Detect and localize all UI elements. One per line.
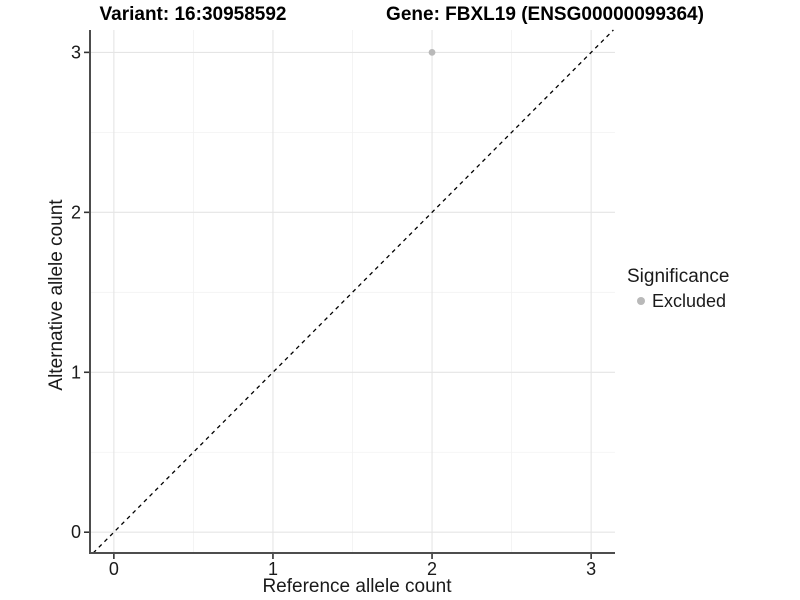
x-tick-label: 2 — [427, 559, 437, 579]
data-point — [428, 48, 436, 56]
x-tick-label: 0 — [109, 559, 119, 579]
legend: Significance Excluded — [627, 266, 729, 312]
legend-entry-label: Excluded — [652, 291, 727, 311]
x-tick-label: 1 — [268, 559, 278, 579]
legend-entry-excluded: Excluded — [627, 290, 729, 312]
plot-title-variant: Variant: 16:30958592 — [99, 4, 287, 25]
y-axis-title: Alternative allele count — [46, 199, 67, 391]
y-tick-label: 2 — [71, 202, 81, 222]
y-tick-label: 0 — [71, 522, 81, 542]
y-tick-label: 1 — [71, 362, 81, 382]
legend-point-icon — [637, 297, 645, 305]
identity-reference-line — [92, 29, 614, 554]
x-axis-title: Reference allele count — [262, 576, 452, 597]
x-tick-label: 3 — [586, 559, 596, 579]
plot-title-gene: Gene: FBXL19 (ENSG00000099364) — [386, 4, 704, 25]
legend-title: Significance — [627, 266, 730, 287]
y-tick-label: 3 — [71, 42, 81, 62]
